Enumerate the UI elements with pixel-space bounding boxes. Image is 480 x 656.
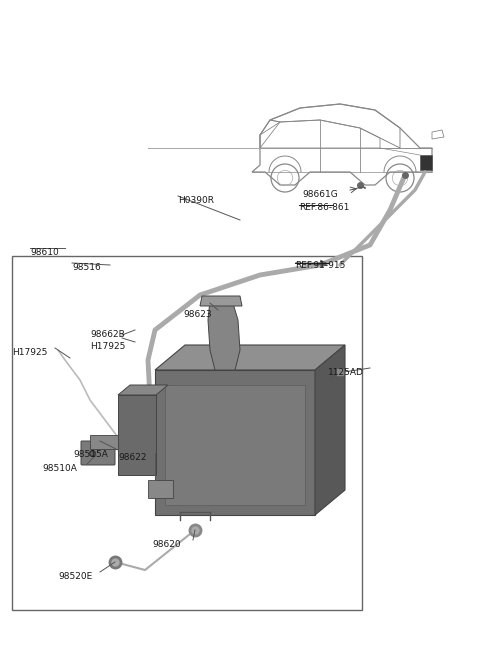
Text: 98662B: 98662B (90, 330, 125, 339)
Text: 98515A: 98515A (73, 450, 108, 459)
Text: 98620: 98620 (152, 540, 180, 549)
Text: H17925: H17925 (12, 348, 48, 357)
Polygon shape (155, 370, 315, 515)
Text: H0390R: H0390R (178, 196, 214, 205)
Polygon shape (118, 385, 168, 395)
Text: REF.86-861: REF.86-861 (299, 203, 349, 212)
Polygon shape (165, 385, 305, 505)
Polygon shape (118, 395, 156, 475)
Text: REF.91-915: REF.91-915 (295, 261, 346, 270)
Polygon shape (208, 300, 240, 370)
FancyBboxPatch shape (81, 441, 115, 465)
Text: H17925: H17925 (90, 342, 125, 351)
Polygon shape (315, 345, 345, 515)
Text: 98520E: 98520E (58, 572, 92, 581)
Polygon shape (420, 155, 432, 170)
FancyBboxPatch shape (90, 435, 118, 449)
Text: 1125AD: 1125AD (328, 368, 364, 377)
Polygon shape (200, 296, 242, 306)
Text: 98610: 98610 (30, 248, 59, 257)
Bar (12, 256, 362, 610)
Text: 98516: 98516 (72, 263, 101, 272)
Polygon shape (155, 345, 345, 370)
Text: 98661G: 98661G (302, 190, 338, 199)
Text: 98622: 98622 (118, 453, 146, 462)
FancyBboxPatch shape (148, 480, 173, 498)
Text: 98510A: 98510A (42, 464, 77, 473)
Text: 98623: 98623 (183, 310, 212, 319)
